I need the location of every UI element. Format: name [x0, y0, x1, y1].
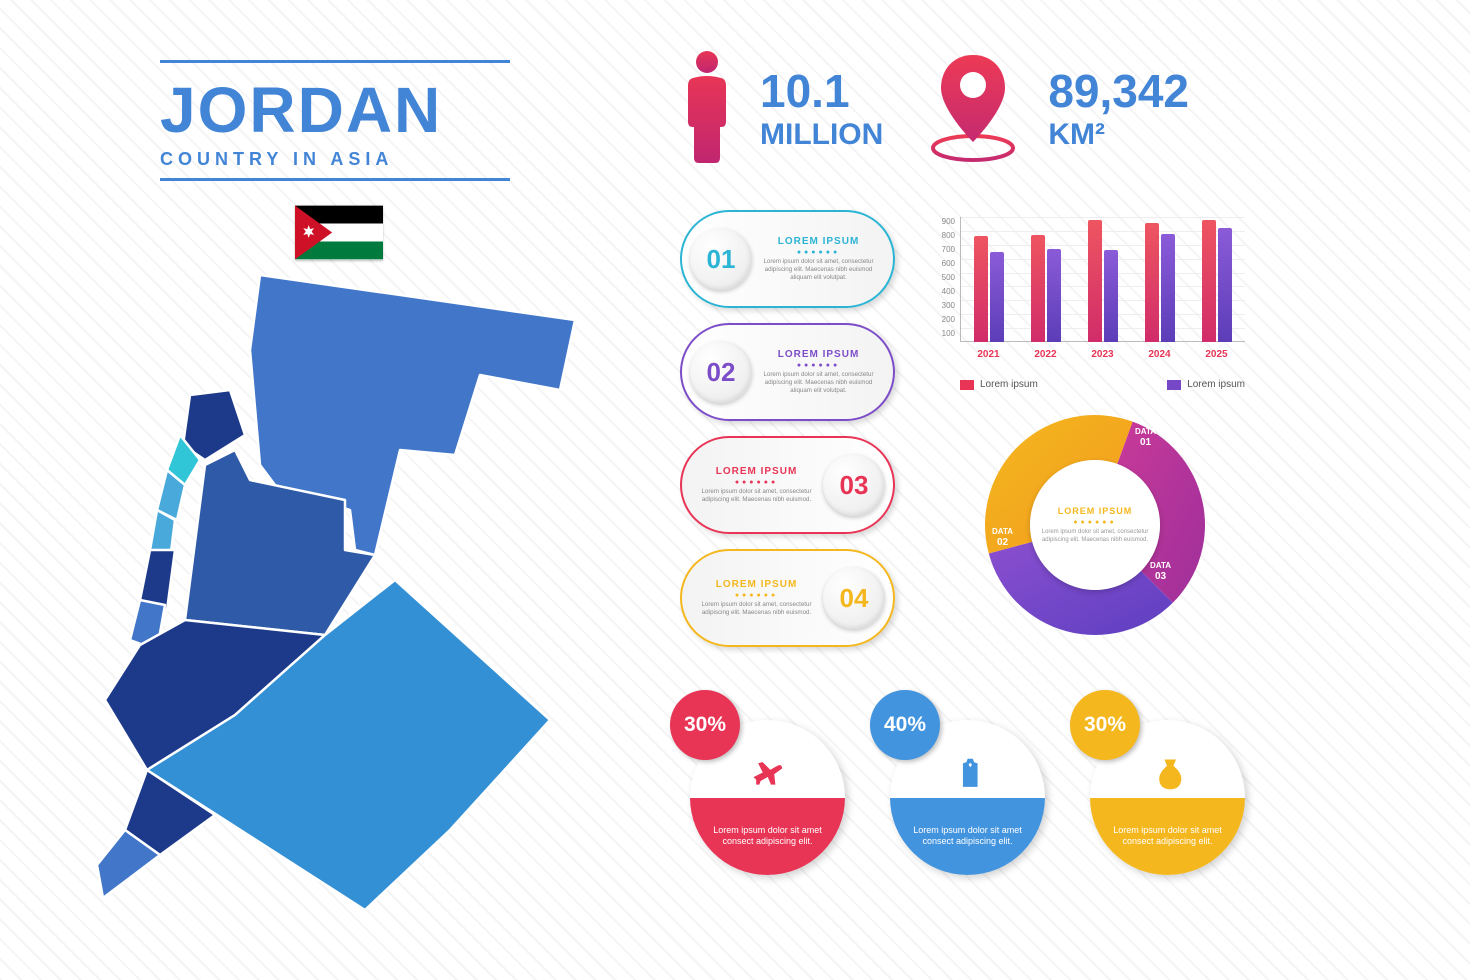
percent-badge: 40% — [870, 690, 940, 760]
donut-center-head: LOREM IPSUM — [1058, 506, 1133, 516]
bar-chart: 900800700600500400300200100 202120222023… — [935, 215, 1245, 390]
jordan-map — [85, 270, 575, 910]
card-heading: LOREM IPSUM — [760, 349, 877, 360]
area-stat: 89,342 KM² — [923, 50, 1189, 165]
country-subtitle: COUNTRY IN ASIA — [160, 149, 510, 170]
card-dots: ●●●●●● — [760, 249, 877, 256]
bar-group — [974, 236, 1004, 342]
info-card-04: 04 LOREM IPSUM ●●●●●● Lorem ipsum dolor … — [680, 549, 895, 647]
donut-slice-label: DATA03 — [1150, 562, 1171, 582]
info-card-01: 01 LOREM IPSUM ●●●●●● Lorem ipsum dolor … — [680, 210, 895, 308]
card-heading: LOREM IPSUM — [760, 236, 877, 247]
stats-row: 10.1 MILLION 89,342 KM² — [680, 50, 1189, 165]
legend-item: Lorem ipsum — [1167, 379, 1245, 390]
location-pin-icon — [923, 50, 1023, 165]
circle-stats: Lorem ipsum dolor sit amet consect adipi… — [670, 665, 1245, 900]
card-number: 04 — [823, 567, 885, 629]
legend-swatch — [1167, 380, 1181, 390]
circle-stat-2: Lorem ipsum dolor sit amet consect adipi… — [870, 665, 1045, 900]
card-body: Lorem ipsum dolor sit amet, consectetur … — [760, 371, 877, 395]
jordan-flag-icon — [295, 205, 383, 260]
card-body: Lorem ipsum dolor sit amet, consectetur … — [698, 488, 815, 504]
bar — [974, 236, 988, 342]
area-unit: KM² — [1048, 118, 1189, 152]
card-text: LOREM IPSUM ●●●●●● Lorem ipsum dolor sit… — [690, 466, 823, 504]
card-heading: LOREM IPSUM — [698, 579, 815, 590]
info-card-03: 03 LOREM IPSUM ●●●●●● Lorem ipsum dolor … — [680, 436, 895, 534]
moneybag-icon — [1150, 757, 1186, 793]
card-text: LOREM IPSUM ●●●●●● Lorem ipsum dolor sit… — [752, 349, 885, 395]
title-line-top — [160, 60, 510, 63]
donut-slice-label: DATA01 — [1135, 428, 1156, 448]
bar — [1088, 220, 1102, 342]
donut-slice-label: DATA02 — [992, 528, 1013, 548]
bar — [1218, 228, 1232, 342]
card-body: Lorem ipsum dolor sit amet, consectetur … — [698, 601, 815, 617]
bar-x-label: 2023 — [1091, 349, 1113, 360]
circle-stat-1: Lorem ipsum dolor sit amet consect adipi… — [670, 665, 845, 900]
bar — [1031, 235, 1045, 342]
population-stat: 10.1 MILLION — [680, 50, 883, 165]
card-number: 02 — [690, 341, 752, 403]
plane-icon — [750, 757, 786, 793]
legend-item: Lorem ipsum — [960, 379, 1038, 390]
card-body: Lorem ipsum dolor sit amet, consectetur … — [760, 258, 877, 282]
card-dots: ●●●●●● — [698, 479, 815, 486]
circle-text: Lorem ipsum dolor sit amet consect adipi… — [1090, 798, 1245, 876]
area-number: 89,342 — [1048, 64, 1189, 118]
bar-group — [1031, 235, 1061, 342]
card-heading: LOREM IPSUM — [698, 466, 815, 477]
donut-chart: LOREM IPSUM ●●●●●● Lorem ipsum dolor sit… — [980, 410, 1210, 640]
bar — [1104, 250, 1118, 342]
bar — [1161, 234, 1175, 342]
card-number: 03 — [823, 454, 885, 516]
info-cards: 01 LOREM IPSUM ●●●●●● Lorem ipsum dolor … — [680, 210, 895, 647]
bar-group — [1202, 220, 1232, 342]
bar — [1202, 220, 1216, 342]
percent-badge: 30% — [670, 690, 740, 760]
circle-stat-3: Lorem ipsum dolor sit amet consect adipi… — [1070, 665, 1245, 900]
bar-group — [1145, 223, 1175, 342]
card-text: LOREM IPSUM ●●●●●● Lorem ipsum dolor sit… — [690, 579, 823, 617]
legend-label: Lorem ipsum — [980, 379, 1038, 390]
bar-x-label: 2024 — [1148, 349, 1170, 360]
bar — [1145, 223, 1159, 342]
population-number: 10.1 — [760, 64, 883, 118]
circle-text: Lorem ipsum dolor sit amet consect adipi… — [890, 798, 1045, 876]
bar-x-label: 2025 — [1205, 349, 1227, 360]
bar — [1047, 249, 1061, 342]
card-dots: ●●●●●● — [760, 362, 877, 369]
card-dots: ●●●●●● — [698, 592, 815, 599]
bar — [990, 252, 1004, 342]
suit-icon — [950, 757, 986, 793]
circle-text: Lorem ipsum dolor sit amet consect adipi… — [690, 798, 845, 876]
title-line-bottom — [160, 178, 510, 181]
country-title: JORDAN — [160, 73, 510, 147]
legend-label: Lorem ipsum — [1187, 379, 1245, 390]
donut-center-dots: ●●●●●● — [1073, 519, 1116, 526]
population-unit: MILLION — [760, 118, 883, 152]
info-card-02: 02 LOREM IPSUM ●●●●●● Lorem ipsum dolor … — [680, 323, 895, 421]
percent-badge: 30% — [1070, 690, 1140, 760]
title-block: JORDAN COUNTRY IN ASIA — [160, 60, 510, 181]
card-number: 01 — [690, 228, 752, 290]
legend-swatch — [960, 380, 974, 390]
card-text: LOREM IPSUM ●●●●●● Lorem ipsum dolor sit… — [752, 236, 885, 282]
person-icon — [680, 50, 735, 165]
bar-x-label: 2022 — [1034, 349, 1056, 360]
donut-center: LOREM IPSUM ●●●●●● Lorem ipsum dolor sit… — [1030, 460, 1160, 590]
donut-center-body: Lorem ipsum dolor sit amet, consectetur … — [1040, 529, 1150, 545]
bar-group — [1088, 220, 1118, 342]
bar-x-label: 2021 — [977, 349, 999, 360]
